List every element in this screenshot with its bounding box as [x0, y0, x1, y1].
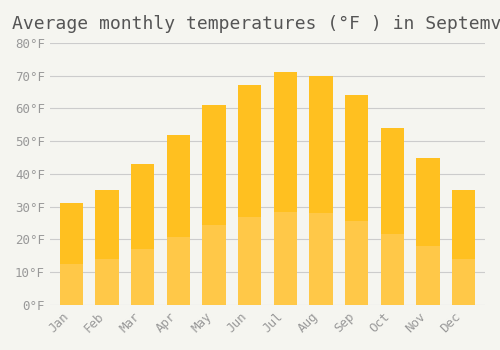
- Bar: [202, 225, 226, 305]
- Bar: [131, 164, 154, 305]
- Bar: [238, 85, 261, 305]
- Bar: [274, 72, 297, 305]
- Bar: [416, 158, 440, 305]
- Bar: [345, 95, 368, 305]
- Bar: [452, 259, 475, 305]
- Bar: [274, 212, 297, 305]
- Bar: [60, 203, 83, 305]
- Bar: [96, 259, 118, 305]
- Bar: [345, 221, 368, 305]
- Bar: [60, 264, 83, 305]
- Bar: [310, 76, 332, 305]
- Bar: [202, 105, 226, 305]
- Bar: [166, 237, 190, 305]
- Bar: [380, 234, 404, 305]
- Bar: [96, 190, 118, 305]
- Bar: [310, 213, 332, 305]
- Bar: [131, 248, 154, 305]
- Bar: [380, 128, 404, 305]
- Bar: [238, 217, 261, 305]
- Bar: [452, 190, 475, 305]
- Title: Average monthly temperatures (°F ) in Septemvri: Average monthly temperatures (°F ) in Se…: [12, 15, 500, 33]
- Bar: [166, 135, 190, 305]
- Bar: [416, 246, 440, 305]
